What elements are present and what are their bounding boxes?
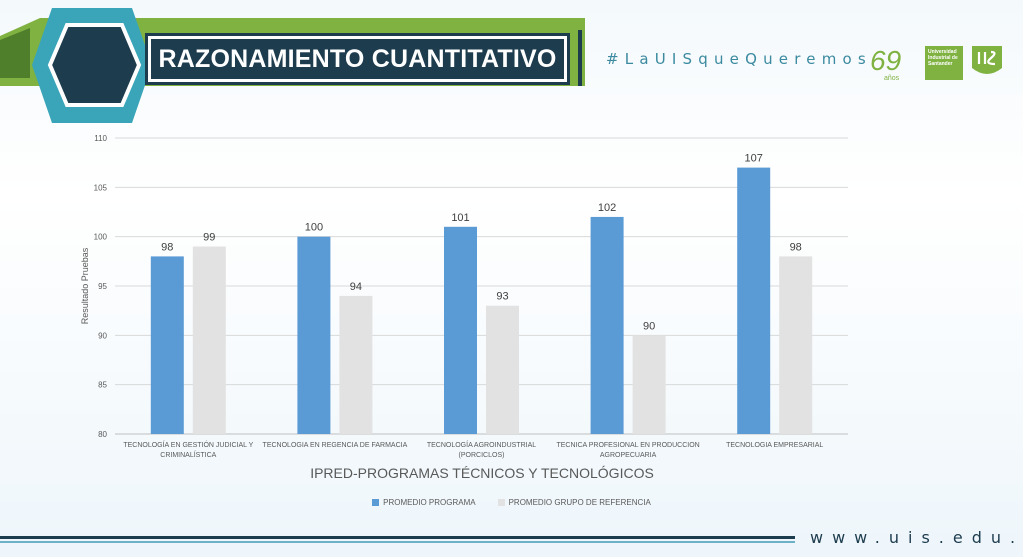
legend-label-series-2: PROMEDIO GRUPO DE REFERENCIA — [508, 498, 651, 507]
data-label: 102 — [598, 202, 616, 214]
hexagon-logo-icon — [32, 8, 152, 123]
bar-series-1 — [737, 167, 771, 434]
data-label: 107 — [745, 153, 763, 165]
x-tick-label: (PORCICLOS) — [459, 452, 505, 459]
y-tick-label: 100 — [94, 233, 108, 242]
y-axis-label: Resultado Pruebas — [80, 247, 90, 324]
bar-series-2 — [192, 246, 226, 434]
logo-69-text: 69 — [870, 45, 901, 76]
x-tick-label: AGROPECUARIA — [600, 452, 657, 459]
y-tick-label: 95 — [98, 282, 107, 291]
y-tick-label: 80 — [98, 430, 107, 439]
bar-chart: 80 85 90 95 100 105 110 98 99 100 94 101 93 102 90 107… — [80, 134, 848, 481]
bar-series-2 — [632, 335, 666, 434]
x-tick-label: TECNOLOGÍA EN GESTIÓN JUDICIAL Y — [123, 440, 253, 449]
y-tick-label: 110 — [94, 134, 107, 143]
bar-series-2 — [486, 305, 519, 434]
y-tick-label: 105 — [94, 183, 108, 192]
anniversary-69-logo-icon: 69 años — [870, 45, 901, 82]
x-tick-label: TECNOLOGIA EMPRESARIAL — [726, 442, 823, 449]
data-label: 98 — [790, 241, 802, 253]
data-label: 101 — [451, 212, 469, 224]
data-label: 98 — [161, 241, 173, 253]
bar-series-2 — [779, 256, 813, 434]
bar-series-2 — [339, 295, 373, 434]
bar-series-1 — [297, 236, 331, 434]
header-dark-green — [0, 28, 30, 78]
bar-series-1 — [444, 226, 477, 434]
x-tick-label: TECNOLOGÍA AGROINDUSTRIAL — [427, 440, 536, 449]
bar-series-1 — [590, 216, 624, 434]
y-tick-label: 85 — [98, 381, 107, 390]
x-axis-label: IPRED-PROGRAMAS TÉCNICOS Y TECNOLÓGICOS — [310, 465, 654, 481]
legend-swatch-series-2 — [497, 499, 505, 506]
y-tick-label: 90 — [98, 331, 107, 340]
legend-item-series-1: PROMEDIO PROGRAMA — [372, 498, 476, 507]
data-label: 99 — [203, 232, 215, 244]
x-tick-label: TECNICA PROFESIONAL EN PRODUCCION — [556, 442, 699, 449]
legend-item-series-2: PROMEDIO GRUPO DE REFERENCIA — [497, 498, 651, 507]
data-label: 94 — [350, 281, 362, 293]
footer-url: www.uis.edu.co — [810, 528, 1023, 547]
uis-logo-text: Universidad Industrial de Santander — [925, 46, 963, 80]
data-label: 90 — [643, 320, 655, 332]
x-tick-label: TECNOLOGIA EN REGENCIA DE FARMACIA — [263, 442, 408, 449]
data-label: 93 — [496, 291, 508, 303]
bar-series-1 — [150, 256, 184, 434]
chart-legend: PROMEDIO PROGRAMA PROMEDIO GRUPO DE REFE… — [0, 498, 1023, 507]
title-divider — [578, 30, 582, 86]
page-title: RAZONAMIENTO CUANTITATIVO — [145, 33, 570, 85]
data-label: 100 — [305, 222, 323, 234]
uis-shield-icon — [972, 46, 1002, 74]
footer-line — [0, 536, 795, 539]
hashtag: #LaUISqueQueremos — [606, 50, 872, 68]
legend-label-series-1: PROMEDIO PROGRAMA — [383, 498, 476, 507]
x-tick-label: CRIMINALÍSTICA — [160, 450, 216, 459]
logo-69-sub: años — [884, 75, 900, 82]
footer-line-accent — [0, 541, 795, 543]
legend-swatch-series-1 — [372, 499, 380, 506]
